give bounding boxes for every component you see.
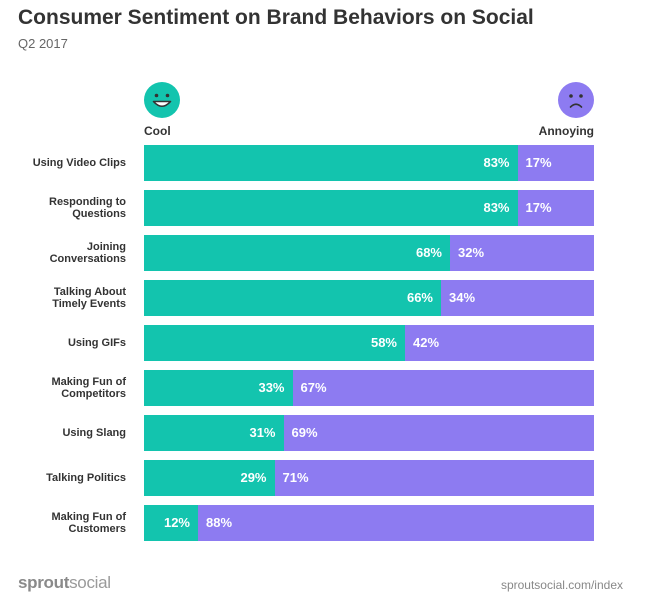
bar-annoying [517,145,594,181]
category-label: Using GIFs [67,337,126,349]
bar-cool [144,145,518,181]
bar-annoying [517,190,594,226]
bar-cool [144,460,275,496]
bar-annoying [283,415,594,451]
footer-url: sproutsocial.com/index [500,578,623,592]
category-label: Talking Politics [46,472,126,484]
cool-value-label: 12% [163,515,190,530]
cool-value-label: 83% [483,155,510,170]
annoying-value-label: 67% [300,380,327,395]
logo-suffix: social [69,573,111,592]
bar-annoying [450,235,594,271]
cool-value-label: 31% [249,425,276,440]
category-label: Using Slang [62,427,126,439]
bar-cool [144,325,405,361]
annoying-value-label: 34% [449,290,476,305]
frown-face-icon [558,82,594,118]
annoying-value-label: 17% [525,155,552,170]
cool-value-label: 29% [240,470,267,485]
bar-cool [144,190,518,226]
bar-annoying [274,460,594,496]
category-label: Making Fun of Competitors [51,376,126,400]
annoying-value-label: 32% [458,245,485,260]
cool-value-label: 58% [370,335,397,350]
category-label: Joining Conversations [49,241,126,265]
category-label: Responding to Questions [49,196,126,220]
bar-cool [144,505,198,541]
category-label: Making Fun of Customers [51,511,126,535]
bar-cool [144,280,441,316]
cool-value-label: 68% [415,245,442,260]
chart-title: Consumer Sentiment on Brand Behaviors on… [18,6,534,29]
annoying-value-label: 42% [413,335,440,350]
sproutsocial-logo: sproutsocial [18,573,111,593]
legend-annoying-label: Annoying [538,124,594,138]
annoying-value-label: 71% [282,470,309,485]
chart-subtitle: Q2 2017 [18,36,68,51]
annoying-value-label: 88% [206,515,233,530]
happy-face-icon [144,82,180,118]
bar-annoying [292,370,594,406]
logo-prefix: sprout [18,573,70,592]
bar-cool [144,370,293,406]
annoying-value-label: 17% [525,200,552,215]
category-label: Using Video Clips [32,157,126,169]
category-label: Talking About Timely Events [52,286,126,310]
bar-annoying [198,505,594,541]
bar-annoying [405,325,594,361]
bar-cool [144,235,450,271]
cool-value-label: 66% [406,290,433,305]
cool-value-label: 83% [483,200,510,215]
bar-cool [144,415,284,451]
annoying-value-label: 69% [291,425,318,440]
bar-annoying [441,280,594,316]
legend-cool-label: Cool [144,124,171,138]
cool-value-label: 33% [258,380,285,395]
